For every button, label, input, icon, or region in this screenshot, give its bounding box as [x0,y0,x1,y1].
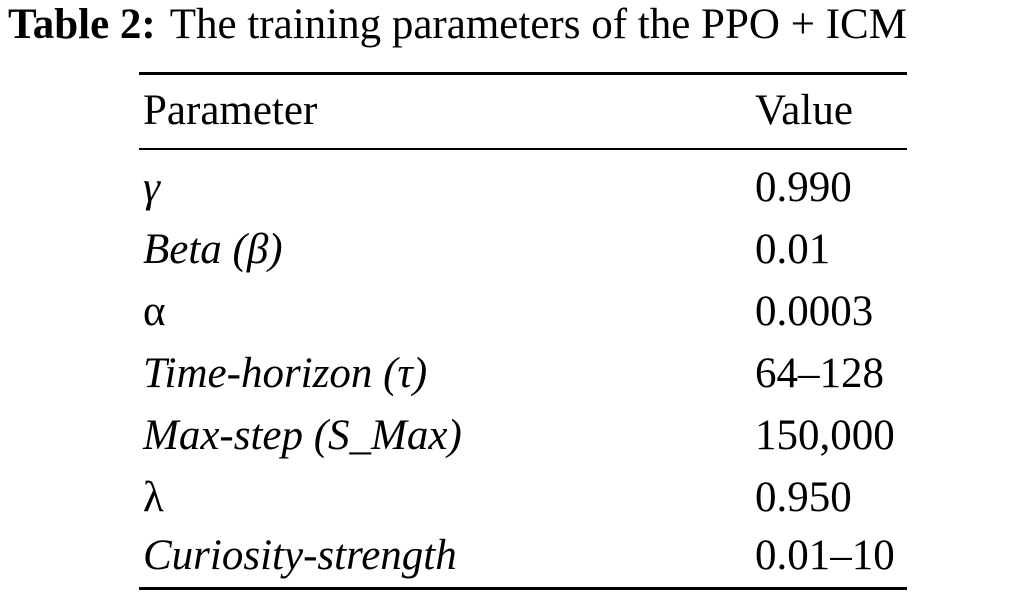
table-row: Max-step (S_Max) 150,000 [139,405,907,467]
value-time-horizon: 64–128 [755,350,884,397]
table-top-rule [139,72,907,75]
param-lambda: λ [143,474,164,521]
value-curiosity-strength: 0.01–10 [755,532,895,579]
table-row: γ 0.990 [139,157,907,219]
header-parameter: Parameter [143,87,318,134]
table-row: Beta (β) 0.01 [139,219,907,281]
value-alpha: 0.0003 [755,288,874,335]
table-row: α 0.0003 [139,281,907,343]
value-gamma: 0.990 [755,164,852,211]
table-caption-text: The training parameters of the PPO + ICM [169,1,907,48]
param-beta: Beta (β) [143,226,283,273]
table-row: Time-horizon (τ) 64–128 [139,343,907,405]
table-header-row: Parameter Value [139,80,907,142]
table-row: λ 0.950 [139,467,907,529]
header-value: Value [755,87,853,134]
param-time-horizon: Time-horizon (τ) [143,350,428,397]
table-caption: Table 2: The training parameters of the P… [8,0,907,50]
table-row: Curiosity-strength 0.01–10 [139,525,907,587]
value-max-step: 150,000 [755,412,895,459]
table-header-rule [139,148,907,150]
value-lambda: 0.950 [755,474,852,521]
param-alpha: α [143,288,166,335]
param-curiosity-strength: Curiosity-strength [143,532,457,579]
table-bottom-rule [139,587,907,590]
value-beta: 0.01 [755,226,831,273]
param-max-step: Max-step (S_Max) [143,412,462,459]
table-caption-label: Table 2: [8,1,156,48]
param-gamma: γ [143,164,160,211]
